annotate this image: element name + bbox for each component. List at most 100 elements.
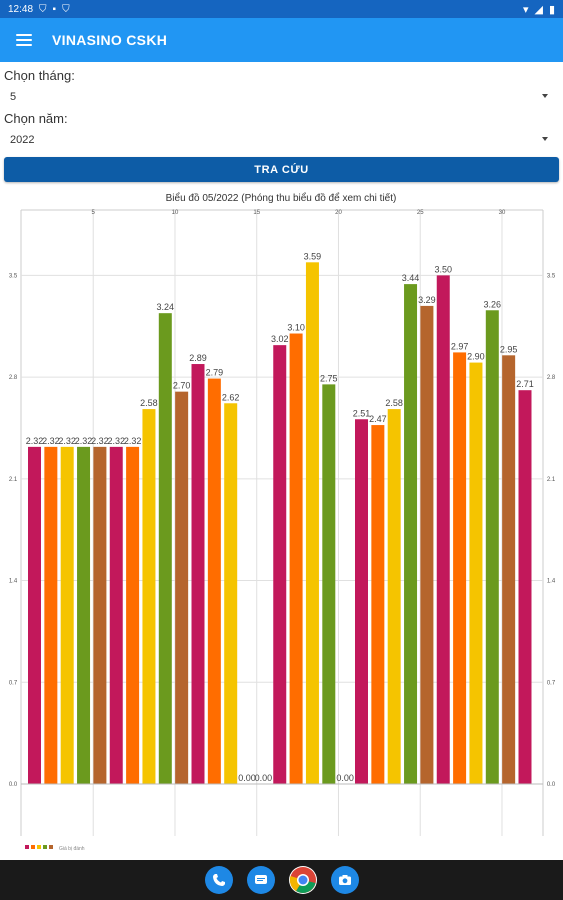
- sd-card-icon: ▪: [52, 3, 57, 15]
- bar-value-label: 2.95: [500, 344, 518, 354]
- bar-value-label: 2.32: [42, 436, 60, 446]
- bar-value-label: 2.32: [124, 436, 142, 446]
- signal-icon: ◢: [534, 3, 543, 16]
- top-tick-label: 5: [92, 210, 96, 216]
- bar: [355, 419, 368, 784]
- bar: [93, 446, 107, 784]
- bar-value-label: 2.71: [516, 379, 534, 389]
- bar-value-label: 2.89: [189, 353, 207, 363]
- bar-value-label: 2.90: [467, 352, 485, 362]
- chart-title: Biểu đồ 05/2022 (Phóng thu biểu đồ để xe…: [166, 192, 397, 204]
- top-tick-label: 20: [335, 210, 342, 216]
- bar-value-label: 2.32: [58, 436, 76, 446]
- bar-value-label: 3.29: [418, 295, 436, 305]
- bar-value-label: 0.00: [336, 773, 354, 783]
- bar-value-label: 2.32: [91, 436, 109, 446]
- bar: [273, 345, 287, 784]
- bar: [126, 446, 140, 784]
- bar-value-label: 2.62: [222, 392, 240, 402]
- bar: [142, 409, 156, 784]
- search-button[interactable]: TRA CỨU: [4, 157, 559, 182]
- wifi-icon: ▾: [522, 3, 529, 16]
- menu-icon[interactable]: [16, 34, 32, 46]
- bar-value-label: 2.58: [140, 398, 158, 408]
- legend-swatch: [49, 845, 53, 849]
- y-tick-label-right: 0.7: [547, 680, 556, 686]
- bar: [207, 378, 221, 784]
- bar: [224, 403, 238, 784]
- bar-value-label: 3.02: [271, 334, 289, 344]
- bar: [28, 446, 41, 784]
- bar-value-label: 3.10: [287, 323, 305, 333]
- messages-icon[interactable]: [246, 866, 275, 894]
- chevron-down-icon: [542, 137, 548, 141]
- legend-swatch: [37, 845, 41, 849]
- bar-value-label: 0.00: [238, 773, 256, 783]
- app-title: VINASINO CSKH: [52, 32, 168, 48]
- bar-value-label: 2.97: [451, 341, 469, 351]
- bar: [60, 446, 74, 784]
- bar: [453, 352, 467, 784]
- bar-value-label: 3.26: [484, 299, 502, 309]
- bar-value-label: 2.51: [353, 408, 371, 418]
- y-tick-label: 0.7: [9, 680, 18, 686]
- bar: [502, 355, 516, 784]
- chevron-down-icon: [542, 94, 548, 98]
- y-tick-label-right: 3.5: [547, 273, 556, 279]
- shield-icon: ⛉: [39, 3, 47, 15]
- year-label: Chọn năm:: [4, 111, 68, 126]
- top-tick-label: 15: [253, 210, 260, 216]
- bar-value-label: 2.58: [385, 398, 403, 408]
- top-tick-label: 25: [417, 210, 424, 216]
- bar: [420, 305, 434, 784]
- legend-label: Giá bị đánh: [59, 846, 85, 852]
- bar-value-label: 3.24: [157, 302, 175, 312]
- phone-icon[interactable]: [204, 866, 233, 894]
- month-label: Chọn tháng:: [4, 68, 75, 83]
- bar: [158, 313, 172, 784]
- y-tick-label: 3.5: [9, 273, 18, 279]
- bar-value-label: 2.32: [75, 436, 93, 446]
- top-tick-label: 30: [499, 210, 506, 216]
- bar: [191, 364, 205, 784]
- y-tick-label: 2.8: [9, 375, 18, 381]
- status-time: 12:48: [8, 3, 34, 15]
- bar-value-label: 2.47: [369, 414, 387, 424]
- month-value: 5: [10, 91, 17, 103]
- y-tick-label: 0.0: [9, 782, 18, 788]
- camera-icon[interactable]: [330, 866, 359, 894]
- bar: [44, 446, 58, 784]
- bar-value-label: 3.59: [304, 251, 322, 261]
- bar: [387, 409, 401, 784]
- bar-value-label: 2.32: [107, 436, 125, 446]
- y-tick-label: 2.1: [9, 477, 18, 483]
- bar-value-label: 2.79: [206, 368, 224, 378]
- bar: [322, 384, 336, 784]
- bar: [77, 446, 91, 784]
- shield-icon-2: ⛉: [62, 3, 70, 15]
- y-tick-label-right: 2.8: [547, 375, 556, 381]
- legend-swatch: [31, 845, 35, 849]
- y-tick-label: 1.4: [9, 579, 18, 585]
- bar-chart[interactable]: Biểu đồ 05/2022 (Phóng thu biểu đồ để xe…: [0, 188, 563, 860]
- bar: [518, 390, 532, 784]
- bar: [305, 262, 319, 784]
- battery-icon: ▮: [548, 3, 555, 16]
- bar-value-label: 3.44: [402, 273, 420, 283]
- bar-value-label: 2.70: [173, 381, 191, 391]
- bar: [371, 425, 385, 784]
- bar: [485, 310, 499, 784]
- bar: [404, 284, 418, 784]
- legend-swatch: [25, 845, 29, 849]
- year-value: 2022: [10, 134, 35, 146]
- chrome-icon[interactable]: [288, 866, 317, 894]
- bar: [469, 362, 483, 784]
- bar-value-label: 0.00: [255, 773, 273, 783]
- month-select[interactable]: 5: [4, 87, 556, 107]
- y-tick-label-right: 2.1: [547, 477, 556, 483]
- bar-value-label: 2.32: [26, 436, 44, 446]
- year-select[interactable]: 2022: [4, 130, 556, 150]
- bar: [289, 333, 303, 784]
- bar: [175, 391, 189, 784]
- legend-swatch: [43, 845, 47, 849]
